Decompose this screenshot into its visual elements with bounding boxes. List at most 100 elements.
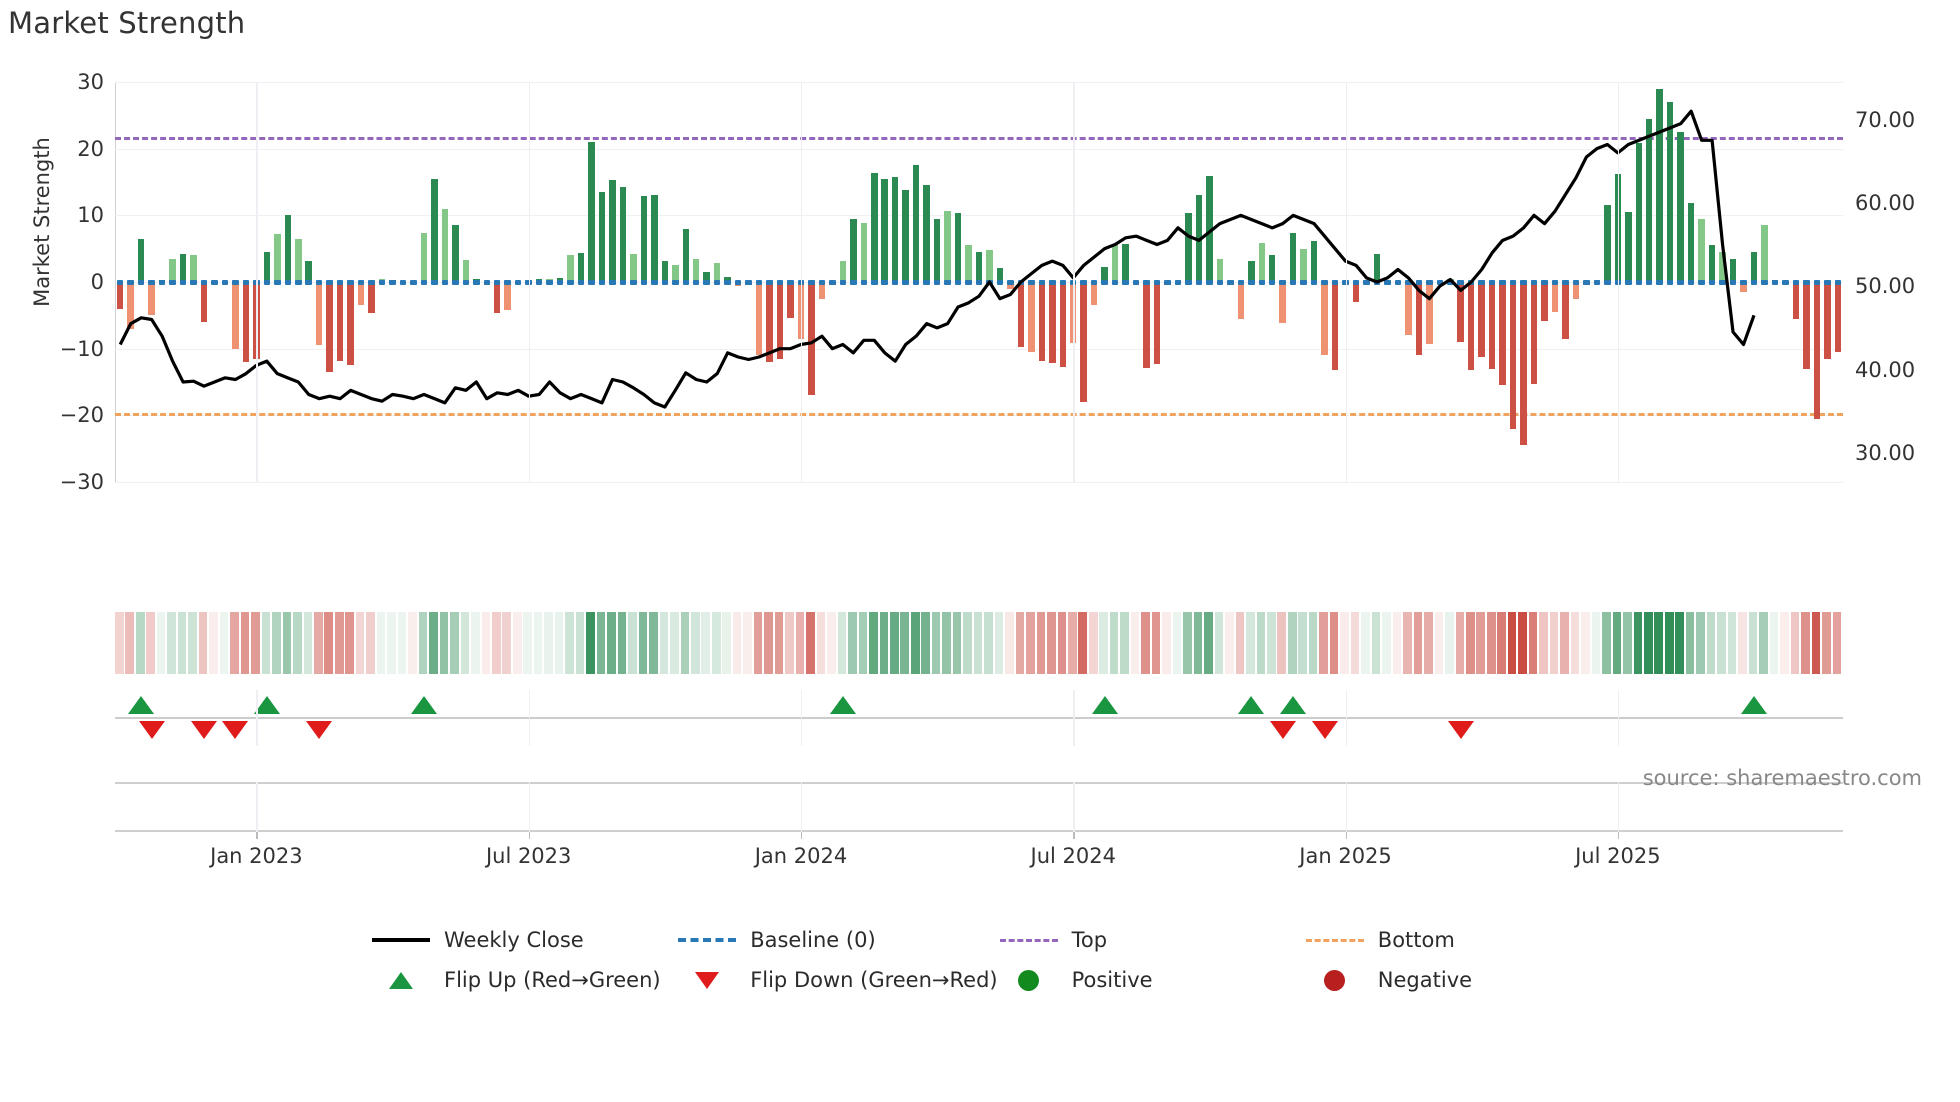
gridline-v <box>256 690 258 746</box>
bar <box>326 282 333 372</box>
x-tick-label: Jul 2025 <box>1575 844 1661 868</box>
y-tick-right: 50.00 <box>1855 274 1916 299</box>
bar <box>1708 245 1716 282</box>
heat-cell <box>1340 612 1349 674</box>
heat-cell <box>1727 612 1737 674</box>
gridline-v <box>800 782 803 832</box>
heat-cell <box>1214 612 1224 674</box>
heat-cell <box>1497 612 1506 674</box>
y-tick-left: −30 <box>59 470 104 494</box>
baseline-segment <box>326 279 333 285</box>
gridline-v <box>800 690 803 746</box>
legend-item-dotted-line-purple[interactable]: Top <box>998 928 1304 952</box>
baseline-segment <box>912 279 920 285</box>
baseline-segment <box>420 279 428 285</box>
heat-cell <box>1015 612 1025 674</box>
gridline-h <box>115 148 1843 150</box>
source-note: source: sharemaestro.com <box>1642 766 1922 790</box>
bar <box>651 195 658 282</box>
legend-item-triangle-down-red[interactable]: Flip Down (Green→Red) <box>676 968 998 992</box>
baseline-segment <box>242 279 250 285</box>
heat-cell <box>1078 612 1088 674</box>
baseline-segment <box>1101 279 1108 285</box>
heat-cell <box>1455 612 1465 674</box>
bar <box>609 180 616 282</box>
baseline-segment <box>1352 279 1360 285</box>
bar <box>1007 282 1014 289</box>
baseline-segment <box>933 279 941 285</box>
bar <box>1813 282 1821 419</box>
baseline-segment <box>190 279 197 285</box>
bar <box>1321 282 1328 356</box>
market-strength-bars <box>115 82 1843 482</box>
heat-cell <box>209 612 218 674</box>
bar <box>336 282 344 361</box>
heat-cell <box>303 612 313 674</box>
legend-item-triangle-up-green[interactable]: Flip Up (Red→Green) <box>370 968 676 992</box>
baseline-segment <box>588 279 595 285</box>
bar <box>1279 282 1286 323</box>
legend-item-circle-red[interactable]: Negative <box>1304 968 1610 992</box>
baseline-segment <box>1059 279 1067 285</box>
x-tick-label: Jan 2024 <box>754 844 848 868</box>
heat-cell <box>1057 612 1067 674</box>
bar <box>1080 282 1087 402</box>
heat-cell <box>1392 612 1402 674</box>
baseline-segment <box>1185 279 1192 285</box>
bar <box>1478 282 1485 358</box>
heat-cell <box>1319 612 1328 674</box>
baseline-segment <box>357 279 365 285</box>
heat-cell <box>1560 612 1569 674</box>
baseline-segment <box>692 279 700 285</box>
heat-cell <box>282 612 292 674</box>
baseline-segment <box>1300 279 1307 285</box>
baseline-segment <box>724 279 731 285</box>
y-tick-left: −20 <box>59 403 104 428</box>
heat-cell <box>408 612 417 674</box>
baseline-segment <box>808 279 815 285</box>
bar <box>1300 248 1307 282</box>
heat-cell <box>167 612 176 674</box>
baseline-segment <box>703 279 710 285</box>
legend-item-dashed-line-blue[interactable]: Baseline (0) <box>676 928 997 952</box>
heat-cell <box>481 612 491 674</box>
heat-cell <box>1790 612 1800 674</box>
heat-cell <box>1476 612 1486 674</box>
bar <box>1143 282 1150 368</box>
bar <box>1488 282 1496 369</box>
heat-cell <box>1130 612 1140 674</box>
bar <box>1520 282 1527 446</box>
heat-cell <box>1738 612 1747 674</box>
baseline-segment <box>263 279 271 285</box>
baseline-segment <box>881 279 888 285</box>
bar <box>1028 282 1035 352</box>
x-tick-mark <box>1617 830 1620 839</box>
legend-label: Weekly Close <box>444 928 584 952</box>
baseline-segment <box>1394 279 1402 285</box>
heat-cell <box>230 612 239 674</box>
bar <box>1572 282 1580 300</box>
heat-cell <box>533 612 543 674</box>
heat-cell <box>649 612 658 674</box>
legend-item-dotted-line-orange[interactable]: Bottom <box>1304 928 1610 952</box>
heat-cell <box>596 612 606 674</box>
legend-item-solid-line-black[interactable]: Weekly Close <box>370 928 676 952</box>
baseline-segment <box>1227 279 1234 285</box>
heat-cell <box>879 612 889 674</box>
bar <box>787 282 794 318</box>
baseline-segment <box>1111 279 1119 285</box>
heat-cell <box>1507 612 1517 674</box>
gridline-v <box>1345 82 1348 482</box>
bar <box>1740 282 1747 292</box>
bar <box>1237 282 1245 319</box>
heat-cell <box>628 612 637 674</box>
bar <box>441 208 449 282</box>
baseline-segment <box>483 279 491 285</box>
baseline-segment <box>1646 279 1653 285</box>
bar <box>860 223 868 282</box>
heat-cell <box>272 612 281 674</box>
baseline-segment <box>1761 279 1768 285</box>
bar <box>986 250 993 282</box>
baseline-segment <box>1237 279 1245 285</box>
legend-item-circle-green[interactable]: Positive <box>998 968 1304 992</box>
